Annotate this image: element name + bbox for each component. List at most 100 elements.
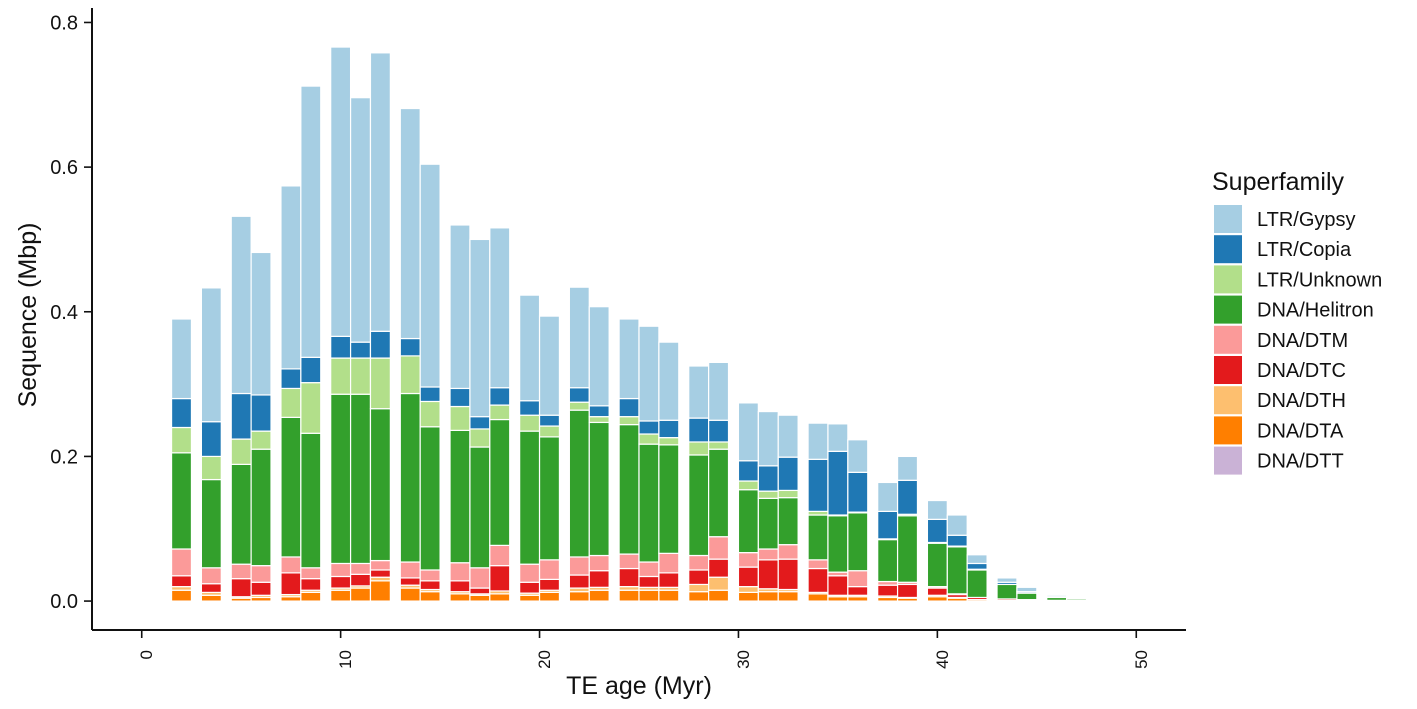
bar-segment [230,215,252,395]
bar-segment [618,567,640,588]
bar-segment [519,400,541,416]
bar-segment [708,441,730,450]
bar-segment [419,386,441,403]
bar-segment [1046,594,1068,598]
bar-segment [349,357,372,395]
bar-segment [658,572,680,588]
bar-segment [638,589,660,602]
y-tick-label: 0.8 [50,12,78,34]
bar-segment [489,387,511,406]
bar-segment [469,428,491,448]
bar-segment [1105,599,1127,601]
bar-segment [330,589,352,602]
bar-segment [737,480,759,491]
bar-segment [449,224,471,390]
bar-segment [926,518,948,544]
bar-segment [688,454,710,557]
bar-segment [200,421,222,458]
y-axis-label: Sequence (Mbp) [14,223,42,408]
bar-segment [1016,586,1038,593]
bar-segment [519,414,541,432]
y-tick-label: 0.4 [50,302,78,324]
bar-segment [349,587,372,602]
bar-segment [419,591,441,602]
bar-segment [777,591,799,602]
bar-segment [419,580,441,591]
bar-segment [877,584,899,597]
bar-segment [688,365,710,419]
y-tick-label: 0.0 [50,591,78,613]
legend-label: DNA/DTT [1257,451,1344,473]
bar-segment [777,456,799,492]
bar-segment [877,481,899,512]
bar-segment [926,542,948,588]
bar-segment [489,404,511,421]
bar-segment [489,565,511,592]
bar-segment [200,583,222,593]
x-axis-ticks: 0 10 20 30 40 50 [137,630,1151,669]
bar-segment [280,596,302,602]
bar-segment [519,430,541,565]
bar-segment [568,409,590,558]
bar-segment [449,405,471,431]
bar-segment [618,589,640,602]
bar-segment [330,46,352,337]
bar-segment [737,552,759,568]
bar-segment [847,570,869,588]
bar-segment [489,227,511,389]
bar-segment [737,460,759,482]
bar-segment [170,575,193,588]
bar-segment [688,441,710,456]
bar-segment [688,591,710,602]
bar-segment [946,546,968,595]
bar-segment [170,426,193,454]
bar-segment [369,52,391,332]
bar-segment [349,393,372,565]
bar-segment [618,424,640,555]
x-tick-label: 20 [535,650,554,669]
bar-segment [250,448,272,567]
bar-segment [757,465,779,492]
bar-segment [300,382,322,434]
bar-segment [1016,592,1038,601]
bar-segment [638,443,660,563]
bar-segment [399,577,421,586]
bar-segment [250,251,272,396]
bar-segment [588,589,610,602]
bar-segment [369,569,391,578]
x-tick-label: 50 [1132,650,1151,669]
bar-segment [519,594,541,602]
bar-segment [618,553,640,570]
bar-segment [399,561,421,579]
legend-key [1214,295,1242,324]
bar-segment [330,357,352,395]
bar-segment [708,419,730,443]
bar-segment [399,337,421,357]
bar-segment [538,414,561,427]
bar-segment [638,561,660,578]
bar-segment [588,405,610,418]
bar-segment [926,596,948,602]
bar-segment [369,330,391,359]
legend-key [1214,386,1242,415]
bar-segment [568,591,590,602]
bar-segment [877,510,899,540]
bar-segment [896,479,919,515]
bar-segment [280,387,302,418]
bar-segment [568,401,590,411]
bar-segment [618,397,640,418]
bar-segment [638,325,660,422]
bar-segment [230,578,252,598]
legend-label: DNA/DTC [1257,360,1346,382]
bar-segment [538,315,561,416]
bar-segment [469,587,491,595]
bar-segment [349,562,372,575]
bar-segment [280,556,302,574]
bar-segment [827,596,849,602]
bar-segment [638,433,660,445]
bar-segment [449,593,471,602]
bar-segment [280,368,302,390]
bar-segment [300,591,322,602]
bar-segment [568,574,590,589]
